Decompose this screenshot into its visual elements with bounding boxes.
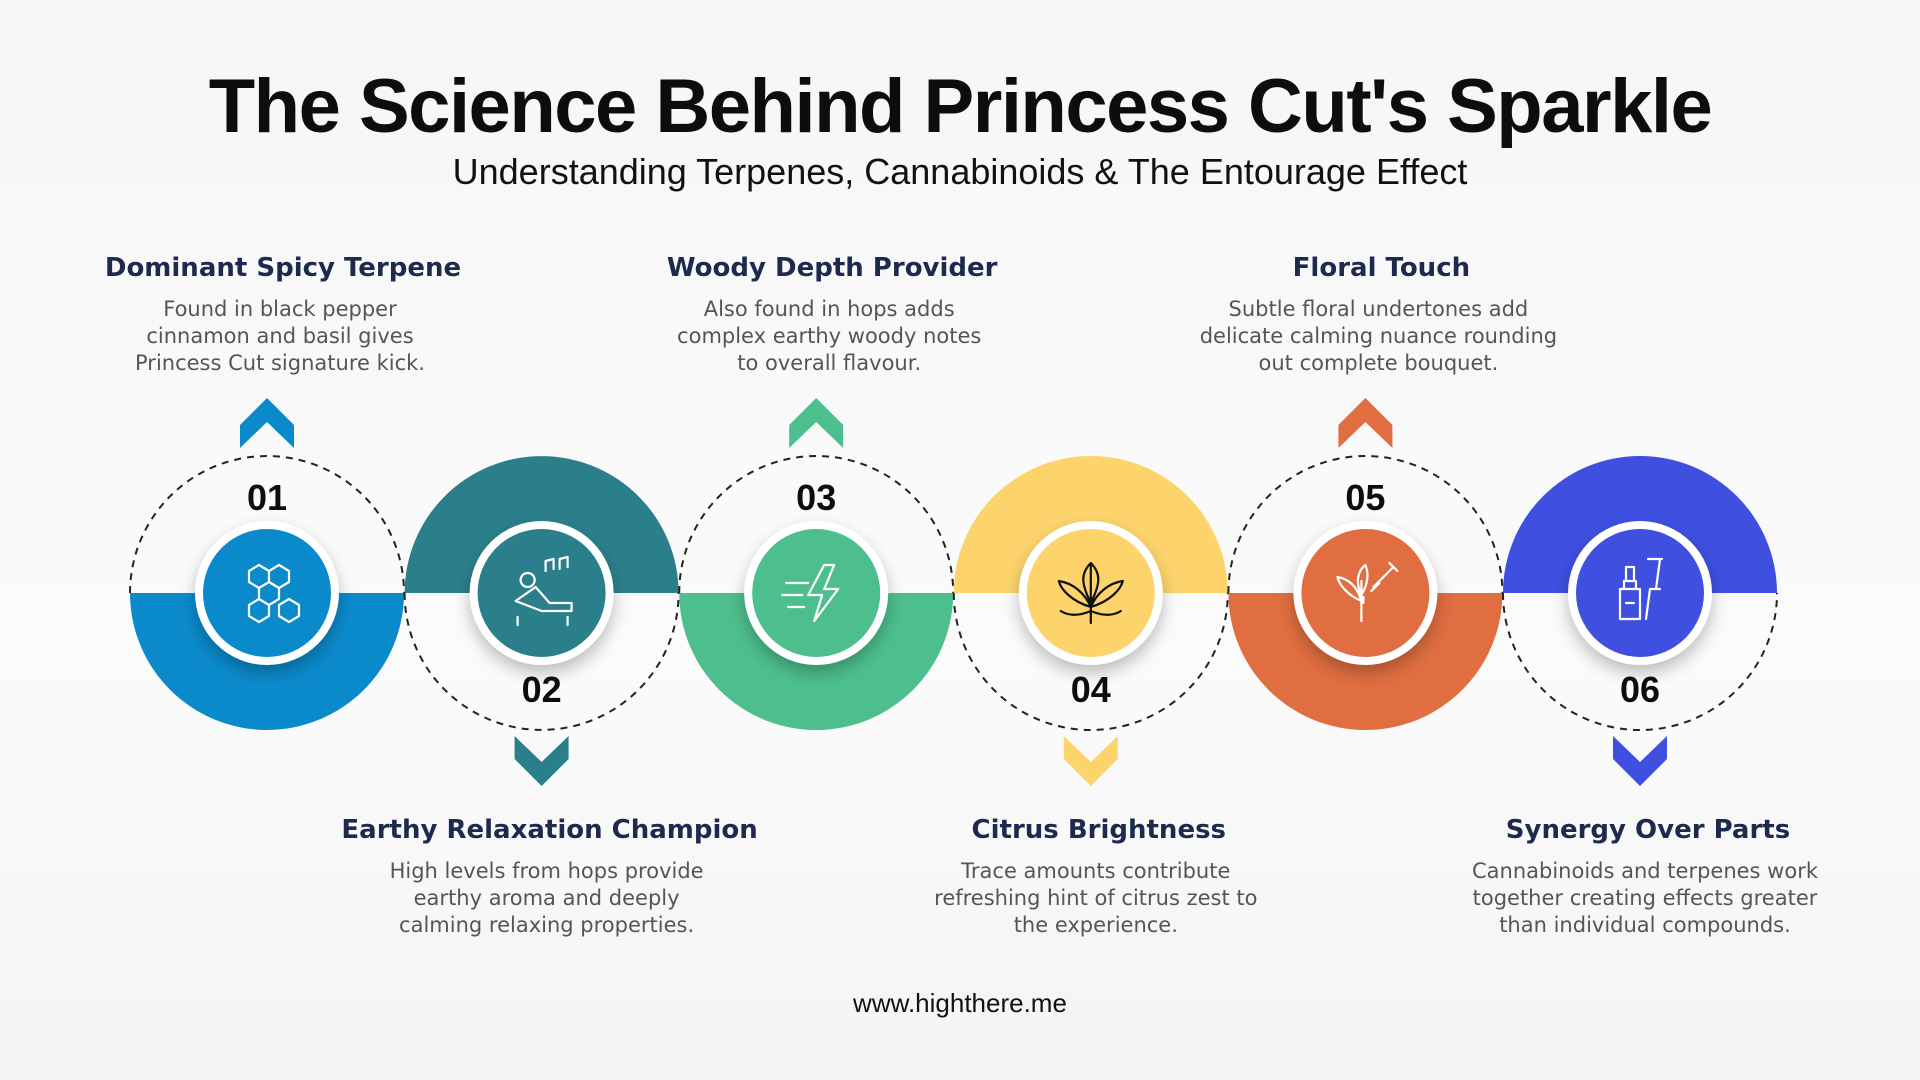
- arrow: [789, 398, 844, 448]
- step-description: to overall flavour.: [737, 351, 921, 375]
- dashed-arc: [1502, 592, 1778, 731]
- step-description: Princess Cut signature kick.: [135, 351, 425, 375]
- step-description: High levels from hops provide: [390, 859, 704, 883]
- step-title: Dominant Spicy Terpene: [105, 253, 461, 283]
- step-number: 02: [522, 669, 562, 710]
- step: 03 Woody Depth Provider Also found in hops…: [667, 253, 998, 730]
- step-description: complex earthy woody notes: [677, 324, 981, 348]
- arrow: [1338, 398, 1393, 448]
- step-number: 01: [247, 477, 287, 518]
- arrow: [1063, 736, 1118, 786]
- step-title: Earthy Relaxation Champion: [341, 815, 757, 845]
- step-title: Floral Touch: [1293, 253, 1470, 283]
- icon: [1057, 561, 1124, 625]
- step-title: Woody Depth Provider: [667, 253, 998, 283]
- arrow: [240, 398, 294, 448]
- arrow: [514, 736, 569, 786]
- icon-disc: [203, 529, 331, 657]
- step: 04 Citrus Brightness Trace amounts contrib…: [934, 455, 1257, 937]
- step: 02 Earthy Relaxation Champion High levels …: [341, 456, 758, 937]
- step-description: Subtle floral undertones add: [1229, 297, 1529, 321]
- icon: [781, 563, 840, 623]
- step-description: calming relaxing properties.: [399, 913, 694, 937]
- title: The Science Behind Princess Cut's Sparkl…: [209, 64, 1711, 149]
- step-number: 04: [1071, 669, 1111, 710]
- dashed-arc: [1227, 455, 1504, 594]
- step-number: 03: [796, 477, 836, 518]
- step: 01 Dominant Spicy Terpene Found in black p…: [105, 253, 461, 730]
- footer-url: www.highthere.me: [852, 988, 1067, 1018]
- dashed-arc: [403, 592, 680, 731]
- step-title: Citrus Brightness: [972, 815, 1226, 845]
- step-description: Found in black pepper: [163, 297, 397, 321]
- step-description: delicate calming nuance rounding: [1200, 324, 1557, 348]
- step-description: Cannabinoids and terpenes work: [1472, 859, 1819, 883]
- dashed-arc: [129, 455, 405, 594]
- icon: [247, 563, 301, 624]
- step-title: Synergy Over Parts: [1506, 815, 1790, 845]
- icon: [1618, 557, 1664, 621]
- step-number: 05: [1345, 477, 1385, 518]
- step: 06 Synergy Over Parts Cannabinoids and ter…: [1472, 456, 1819, 937]
- icon: [514, 555, 573, 627]
- arrow: [1613, 736, 1667, 786]
- step-description: together creating effects greater: [1473, 886, 1818, 910]
- subtitle: Understanding Terpenes, Cannabinoids & T…: [453, 151, 1468, 192]
- icon: [1336, 561, 1399, 623]
- step-description: Trace amounts contribute: [960, 859, 1230, 883]
- step-description: refreshing hint of citrus zest to: [934, 886, 1257, 910]
- step-description: out complete bouquet.: [1259, 351, 1499, 375]
- step-description: cinnamon and basil gives: [146, 324, 413, 348]
- step-description: than individual compounds.: [1499, 913, 1791, 937]
- dashed-arc: [678, 455, 955, 594]
- step: 05 Floral Touch Subtle floral undertones a…: [1200, 253, 1557, 730]
- step-description: earthy aroma and deeply: [414, 886, 680, 910]
- icon-disc: [752, 529, 881, 657]
- step-description: the experience.: [1014, 913, 1178, 937]
- step-number: 06: [1620, 669, 1660, 710]
- icon-disc: [1301, 529, 1430, 657]
- step-description: Also found in hops adds: [704, 297, 955, 321]
- dashed-arc: [952, 592, 1229, 731]
